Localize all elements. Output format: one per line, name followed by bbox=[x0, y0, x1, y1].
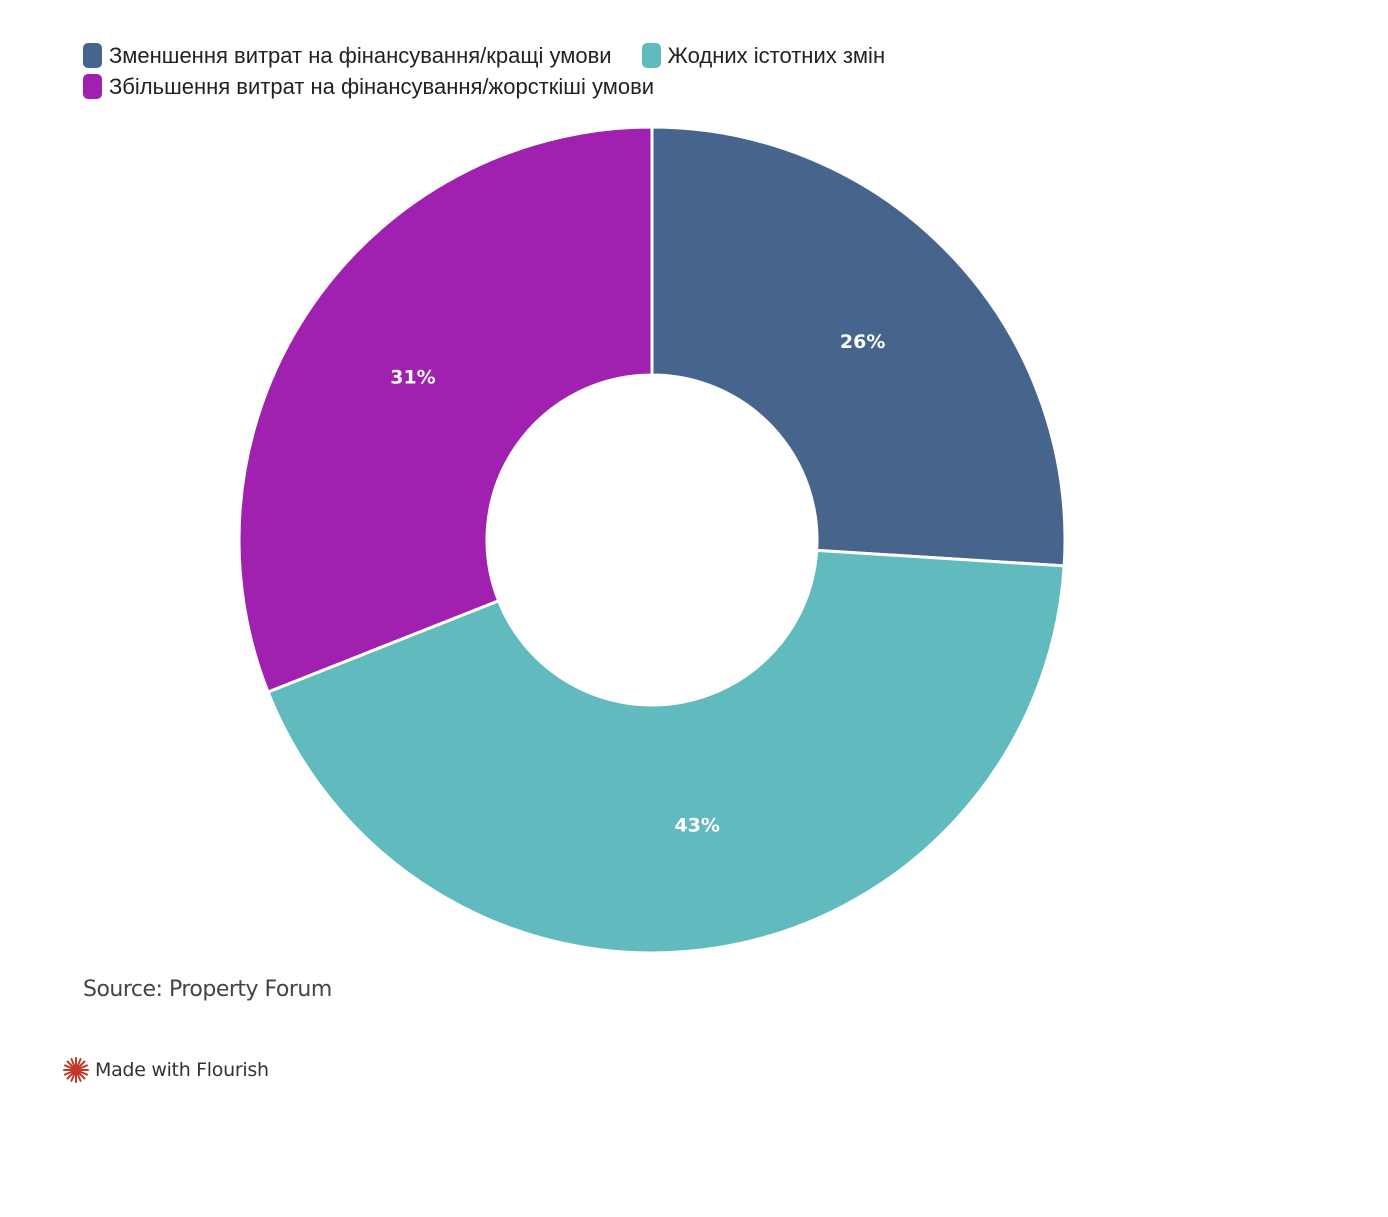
made-with-flourish-text: Made with Flourish bbox=[95, 1059, 269, 1081]
legend-row-1: Зменшення витрат на фінансування/кращі у… bbox=[83, 40, 983, 71]
donut-slice-0[interactable] bbox=[650, 125, 1067, 568]
donut-slice-1[interactable] bbox=[266, 548, 1066, 955]
legend-label-no-change: Жодних істотних змін bbox=[667, 42, 886, 68]
source-note: Source: Property Forum bbox=[83, 977, 332, 1002]
legend-item-increase[interactable]: Збільшення витрат на фінансування/жорстк… bbox=[83, 74, 654, 100]
legend-item-no-change[interactable]: Жодних істотних змін bbox=[641, 42, 886, 69]
legend-swatch-no-change bbox=[641, 43, 661, 68]
donut-slice-2[interactable] bbox=[237, 125, 654, 694]
slice-label-1: 43% bbox=[674, 814, 719, 836]
legend-swatch-decrease bbox=[83, 43, 102, 68]
slice-label-0: 26% bbox=[840, 331, 885, 353]
slice-label-2: 31% bbox=[390, 367, 435, 389]
legend-label-decrease: Зменшення витрат на фінансування/кращі у… bbox=[109, 42, 612, 68]
made-with-flourish-link[interactable]: Made with Flourish bbox=[62, 1056, 269, 1084]
legend-label-increase: Збільшення витрат на фінансування/жорстк… bbox=[109, 73, 655, 99]
chart-legend: Зменшення витрат на фінансування/кращі у… bbox=[83, 40, 983, 102]
legend-item-decrease[interactable]: Зменшення витрат на фінансування/кращі у… bbox=[83, 43, 612, 69]
flourish-logo-icon bbox=[63, 1057, 89, 1083]
legend-row-2: Збільшення витрат на фінансування/жорстк… bbox=[83, 71, 983, 102]
legend-swatch-increase bbox=[83, 74, 102, 99]
